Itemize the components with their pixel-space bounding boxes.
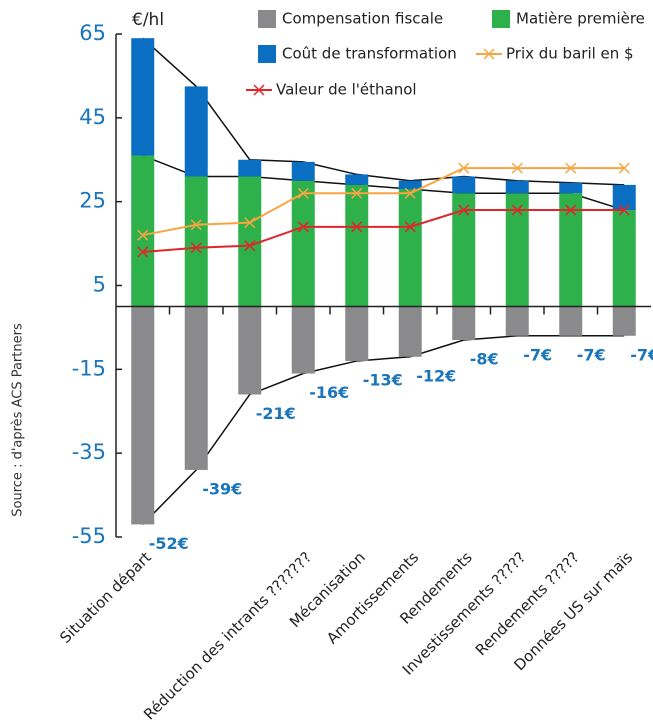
bar	[291, 161, 315, 181]
bar	[291, 180, 315, 307]
marker	[565, 162, 577, 174]
legend-swatch	[258, 45, 276, 63]
legend-label: Valeur de l'éthanol	[276, 81, 417, 99]
bar	[559, 182, 583, 194]
x-tick-label: Rendements ?????	[472, 548, 583, 659]
bar	[559, 193, 583, 307]
x-tick-label: Amortissements	[323, 548, 422, 647]
marker	[511, 162, 523, 174]
marker	[618, 162, 630, 174]
legend-marker	[253, 84, 265, 96]
y-tick-label: -55	[72, 524, 106, 548]
legend-swatch	[258, 10, 276, 28]
value-label: -39€	[202, 479, 242, 498]
value-label: -12€	[416, 366, 456, 385]
value-label: -21€	[256, 404, 296, 423]
marker	[244, 217, 256, 229]
value-label: -7€	[523, 345, 552, 364]
value-label: -52€	[149, 534, 189, 553]
bar	[398, 189, 422, 307]
bar	[559, 306, 583, 336]
bar	[452, 306, 476, 340]
bar	[612, 184, 636, 211]
bar	[238, 176, 262, 307]
value-label: -8€	[470, 349, 499, 368]
connector	[142, 37, 625, 186]
marker	[137, 229, 149, 241]
bar	[345, 184, 369, 307]
marker	[190, 242, 202, 254]
marker	[137, 246, 149, 258]
marker	[404, 187, 416, 199]
y-axis-title: €/hl	[132, 10, 164, 30]
line	[142, 167, 625, 237]
marker	[297, 187, 309, 199]
y-tick-label: 5	[93, 273, 106, 297]
value-label: -16€	[309, 383, 349, 402]
marker	[351, 187, 363, 199]
connector	[142, 335, 625, 525]
bar	[505, 306, 529, 336]
bar	[291, 306, 315, 374]
bar	[131, 306, 155, 525]
bar	[398, 180, 422, 190]
bar	[238, 306, 262, 395]
legend-label: Compensation fiscale	[282, 10, 443, 28]
legend-marker	[483, 48, 495, 60]
x-tick-label: Situation départ	[56, 548, 155, 647]
marker	[244, 240, 256, 252]
value-label: -7€	[577, 345, 606, 364]
bar	[398, 306, 422, 357]
legend-label: Prix du baril en $	[506, 45, 634, 63]
bar	[131, 155, 155, 307]
y-tick-label: -35	[72, 440, 106, 464]
y-tick-label: 45	[79, 105, 106, 129]
y-tick-label: 65	[79, 21, 106, 45]
bar	[612, 306, 636, 336]
source-note: Source : d'après ACS Partners	[11, 323, 26, 517]
marker	[404, 221, 416, 233]
marker	[458, 204, 470, 216]
y-tick-label: 25	[79, 189, 106, 213]
bar	[452, 193, 476, 307]
value-label: -7€	[630, 345, 653, 364]
bar	[131, 38, 155, 156]
value-label: -13€	[363, 370, 403, 389]
legend-label: Matière première	[516, 10, 645, 28]
y-tick-label: -15	[72, 356, 106, 380]
bar	[184, 86, 208, 177]
marker	[618, 204, 630, 216]
marker	[351, 221, 363, 233]
bar	[345, 306, 369, 361]
x-tick-label: Réduction des intrants ???????	[140, 548, 315, 723]
bar	[184, 176, 208, 307]
marker	[511, 204, 523, 216]
bar	[184, 306, 208, 470]
connector	[142, 154, 625, 211]
legend-label: Coût de transformation	[282, 45, 457, 63]
bar	[452, 176, 476, 194]
marker	[190, 219, 202, 231]
marker	[297, 221, 309, 233]
legend-swatch	[492, 10, 510, 28]
bar	[612, 210, 636, 307]
line	[142, 209, 625, 253]
marker	[458, 162, 470, 174]
marker	[565, 204, 577, 216]
bar	[505, 193, 529, 307]
bar	[345, 174, 369, 185]
bar	[238, 159, 262, 177]
bar	[505, 180, 529, 194]
